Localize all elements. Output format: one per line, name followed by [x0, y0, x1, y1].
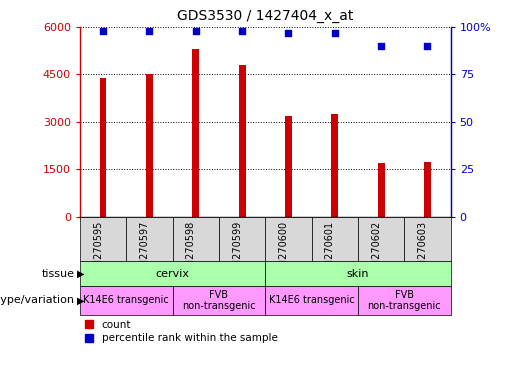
- Bar: [126, 217, 173, 261]
- Point: [192, 28, 200, 34]
- Bar: [424, 162, 431, 217]
- Text: genotype/variation: genotype/variation: [0, 295, 75, 306]
- Text: GSM270602: GSM270602: [371, 220, 381, 280]
- Text: GSM270597: GSM270597: [140, 220, 149, 280]
- Point: [238, 28, 246, 34]
- Point: [423, 43, 432, 49]
- Point: [145, 28, 153, 34]
- Text: FVB
non-transgenic: FVB non-transgenic: [182, 290, 255, 311]
- Text: GSM270598: GSM270598: [186, 220, 196, 280]
- Bar: [192, 49, 199, 217]
- Text: GSM270601: GSM270601: [325, 220, 335, 280]
- Point: [99, 28, 107, 34]
- Bar: [265, 217, 312, 261]
- Bar: [99, 78, 107, 217]
- Bar: [285, 116, 292, 217]
- Bar: [312, 217, 358, 261]
- Bar: [80, 286, 173, 315]
- Bar: [146, 74, 153, 217]
- Bar: [265, 286, 358, 315]
- Bar: [238, 65, 246, 217]
- Text: GSM270600: GSM270600: [279, 220, 288, 280]
- Bar: [265, 261, 451, 286]
- Point: [284, 30, 293, 36]
- Bar: [80, 217, 126, 261]
- Bar: [80, 261, 265, 286]
- Bar: [358, 217, 404, 261]
- Title: GDS3530 / 1427404_x_at: GDS3530 / 1427404_x_at: [177, 9, 353, 23]
- Text: GSM270603: GSM270603: [418, 220, 427, 280]
- Point: [331, 30, 339, 36]
- Bar: [173, 217, 219, 261]
- Bar: [377, 163, 385, 217]
- Text: skin: skin: [347, 268, 369, 279]
- Point: [377, 43, 385, 49]
- Bar: [404, 217, 451, 261]
- Bar: [358, 286, 451, 315]
- Legend: count, percentile rank within the sample: count, percentile rank within the sample: [85, 320, 278, 343]
- Text: tissue: tissue: [42, 268, 75, 279]
- Text: ▶: ▶: [77, 295, 85, 306]
- Text: GSM270595: GSM270595: [93, 220, 103, 280]
- Text: ▶: ▶: [77, 268, 85, 279]
- Text: FVB
non-transgenic: FVB non-transgenic: [368, 290, 441, 311]
- Text: K14E6 transgenic: K14E6 transgenic: [269, 295, 354, 306]
- Bar: [219, 217, 265, 261]
- Bar: [173, 286, 265, 315]
- Text: GSM270599: GSM270599: [232, 220, 242, 280]
- Bar: [331, 114, 338, 217]
- Text: cervix: cervix: [156, 268, 190, 279]
- Text: K14E6 transgenic: K14E6 transgenic: [83, 295, 169, 306]
